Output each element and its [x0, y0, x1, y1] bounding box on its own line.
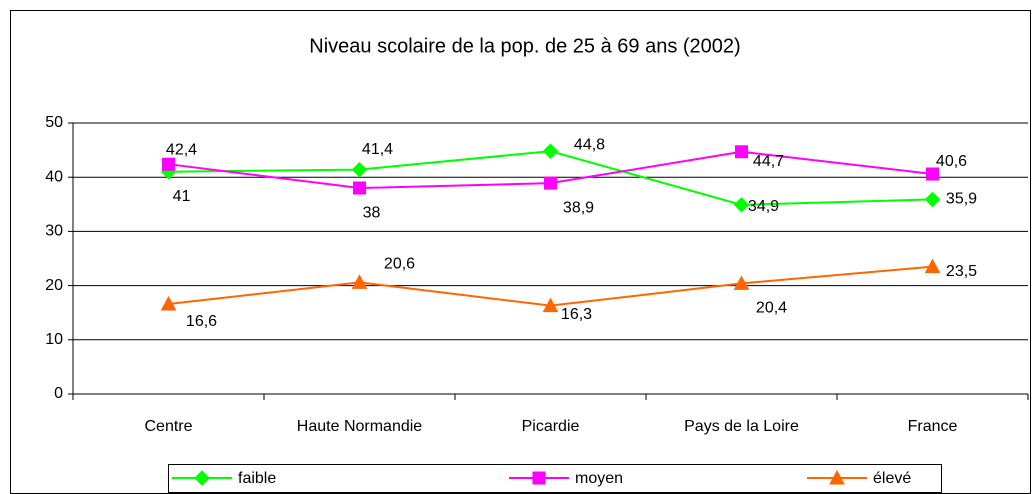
data-label: 42,4	[166, 141, 197, 158]
x-tick-label: France	[908, 418, 958, 435]
chart-title: Niveau scolaire de la pop. de 25 à 69 an…	[309, 35, 740, 57]
x-tick-label: Centre	[144, 418, 192, 435]
data-point	[924, 258, 941, 274]
data-label: 40,6	[936, 153, 967, 170]
data-point	[351, 274, 368, 289]
y-tick-label: 40	[45, 168, 63, 185]
data-point	[733, 275, 750, 290]
y-tick-label: 20	[45, 277, 63, 294]
data-point	[924, 191, 941, 208]
chart-border	[10, 10, 1031, 494]
y-tick-label: 0	[54, 385, 63, 402]
data-point	[733, 197, 750, 213]
y-tick-label: 30	[45, 223, 63, 240]
x-tick-label: Picardie	[522, 418, 580, 435]
data-point	[735, 145, 748, 159]
data-point	[162, 157, 175, 171]
data-label: 34,9	[748, 198, 779, 215]
data-label: 44,7	[753, 153, 784, 170]
x-tick-label: Pays de la Loire	[684, 418, 799, 435]
legend-label: élevé	[873, 470, 911, 487]
data-label: 16,3	[561, 306, 592, 323]
data-label: 35,9	[946, 191, 977, 208]
data-point	[353, 181, 366, 195]
data-label: 20,4	[756, 300, 787, 317]
data-label: 23,5	[946, 263, 977, 280]
data-point	[926, 167, 939, 181]
data-point	[160, 295, 177, 311]
data-point	[542, 297, 559, 313]
legend-marker	[532, 471, 546, 485]
data-label: 20,6	[384, 256, 415, 273]
data-label: 38,9	[563, 199, 594, 216]
data-point	[351, 161, 368, 178]
data-point	[544, 176, 557, 190]
legend-marker	[829, 469, 845, 485]
y-tick-label: 10	[45, 331, 63, 348]
y-tick-label: 50	[45, 114, 63, 131]
legend-label: faible	[238, 470, 276, 487]
data-label: 41,4	[362, 141, 393, 158]
data-point	[542, 143, 559, 159]
data-label: 41	[173, 188, 191, 205]
data-label: 44,8	[574, 136, 605, 153]
legend-label: moyen	[575, 470, 623, 487]
legend-marker	[194, 470, 210, 486]
x-tick-label: Haute Normandie	[297, 418, 423, 435]
data-label: 38	[363, 204, 381, 221]
data-label: 16,6	[186, 313, 217, 330]
